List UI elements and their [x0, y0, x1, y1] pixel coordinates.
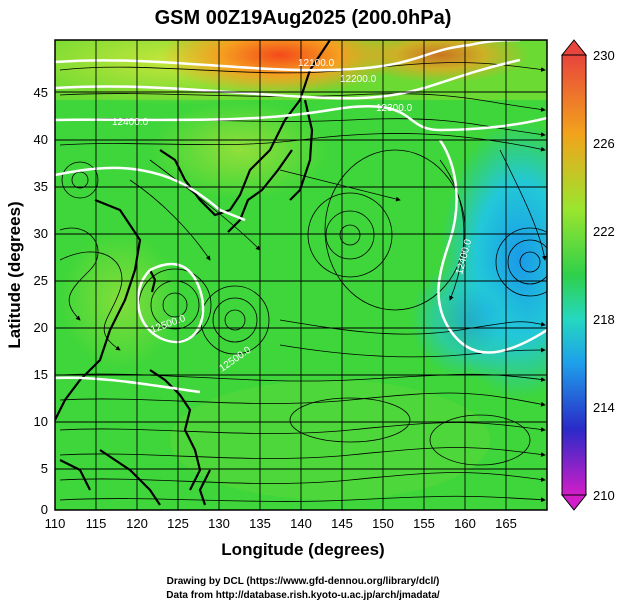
x-tick-label: 165: [495, 516, 517, 531]
y-tick-label: 35: [34, 179, 48, 194]
y-tick-label: 20: [34, 320, 48, 335]
chart-title: GSM 00Z19Aug2025 (200.0hPa): [155, 7, 452, 29]
y-tick-label: 40: [34, 132, 48, 147]
colorbar-tick-label: 218: [593, 312, 615, 327]
colorbar-tick-label: 210: [593, 488, 615, 503]
colorbar-tick-label: 226: [593, 136, 615, 151]
x-tick-label: 155: [413, 516, 435, 531]
contour-label: 12100.0: [298, 58, 335, 69]
temperature-field: [55, 40, 547, 510]
x-tick-label: 150: [372, 516, 394, 531]
x-tick-label: 135: [249, 516, 271, 531]
y-tick-label: 10: [34, 414, 48, 429]
colorbar-top-arrow: [560, 39, 588, 56]
colorbar-tick-label: 214: [593, 400, 615, 415]
x-tick-label: 120: [126, 516, 148, 531]
plot-frame: [54, 39, 548, 511]
x-tick-label: 115: [86, 516, 107, 531]
contour-label: 12200.0: [340, 74, 377, 85]
y-tick-label: 15: [34, 367, 48, 382]
y-tick-labels: 0 5 10 15 20 25 30 35 40 45: [34, 85, 48, 517]
y-axis-label: Latitude (degrees): [5, 201, 24, 348]
x-tick-label: 140: [290, 516, 312, 531]
x-tick-label: 160: [454, 516, 476, 531]
colorbar: 230 226 222 218 214 210: [560, 39, 615, 511]
colorbar-tick-label: 230: [593, 48, 615, 63]
y-tick-label: 45: [34, 85, 48, 100]
colorbar-ticks: 230 226 222 218 214 210: [593, 48, 615, 503]
lat-lon-grid: [55, 40, 547, 510]
x-tick-label: 125: [167, 516, 189, 531]
y-tick-label: 0: [41, 502, 48, 517]
geopotential-contours: [55, 40, 547, 394]
y-tick-label: 30: [34, 226, 48, 241]
x-tick-label: 130: [208, 516, 230, 531]
credit-drawing: Drawing by DCL (https://www.gfd-dennou.o…: [167, 576, 440, 587]
y-tick-label: 25: [34, 273, 48, 288]
contour-label: 12400.0: [112, 117, 149, 128]
y-tick-label: 5: [41, 461, 48, 476]
x-tick-label: 110: [45, 516, 66, 531]
credit-data-source: Data from http://database.rish.kyoto-u.a…: [166, 590, 440, 601]
coastlines: [55, 40, 331, 506]
colorbar-tick-label: 222: [593, 224, 615, 239]
x-axis-label: Longitude (degrees): [221, 540, 384, 559]
x-tick-label: 145: [331, 516, 353, 531]
contour-label: 12300.0: [376, 103, 413, 114]
colorbar-scale: [561, 54, 587, 496]
colorbar-bottom-arrow: [560, 494, 588, 511]
x-tick-labels: 110 115 120 125 130 135 140 145 150 155 …: [45, 516, 517, 531]
